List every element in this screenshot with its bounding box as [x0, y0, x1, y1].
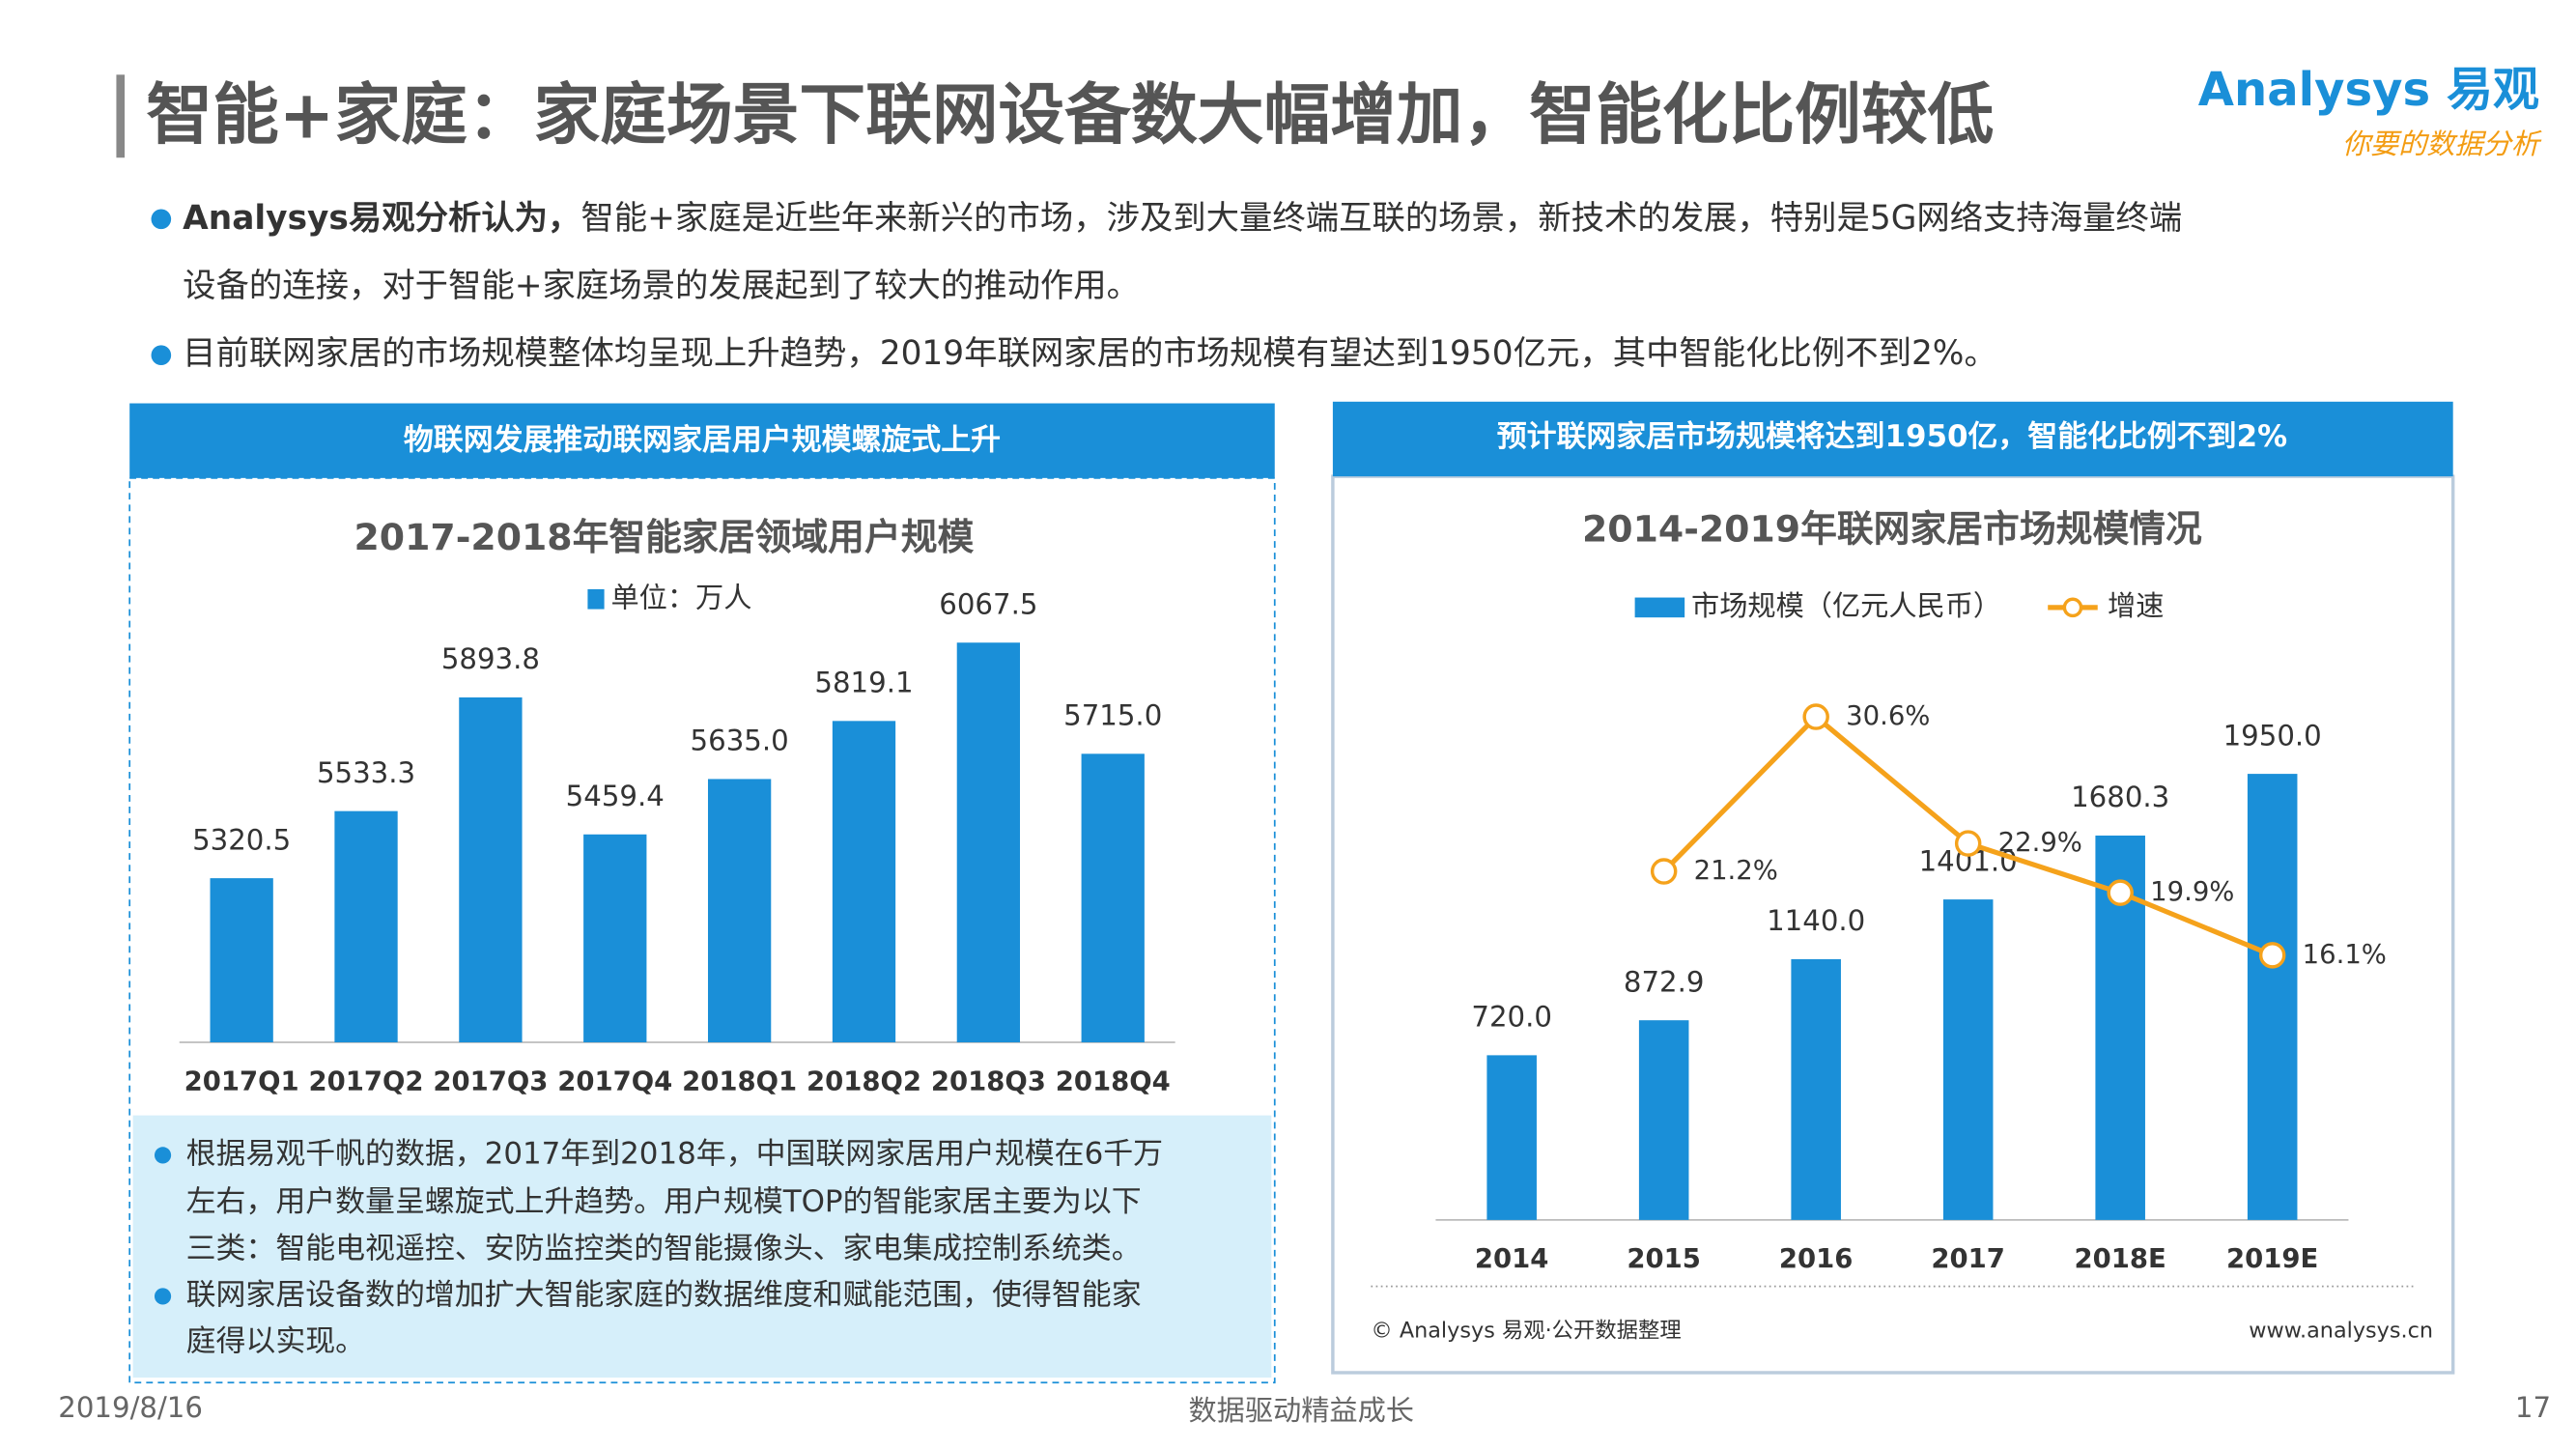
growth-point [1802, 703, 1829, 730]
slogan: 你要的数据分析 [2342, 128, 2542, 160]
note: 左右，用户数量呈螺旋式上升趋势。用户规模TOP的智能家居主要为以下 [186, 1184, 1142, 1219]
bullet-text: 目前联网家居的市场规模整体均呈现上升趋势，2019年联网家居的市场规模有望达到1… [183, 334, 1997, 373]
note: 三类：智能电视遥控、安防监控类的智能摄像头、家电集成控制系统类。 [186, 1231, 1142, 1265]
bullet-dot [154, 1288, 172, 1305]
legend-swatch [587, 588, 605, 610]
bullet-dot [154, 1147, 172, 1164]
legend-label: 单位：万人 [610, 581, 751, 613]
bullet-text: 智能+家庭是近些年来新兴的市场，涉及到大量终端互联的场景，新技术的发展，特别是5… [580, 198, 2182, 237]
footer-date: 2019/8/16 [58, 1391, 203, 1424]
bullet-bold: Analysys易观分析认为， [183, 198, 580, 237]
footer-page: 17 [2515, 1391, 2551, 1424]
x-tick-label: 2018E [2075, 1243, 2166, 1274]
panel-title: 物联网发展推动联网家居用户规模螺旋式上升 [404, 423, 1001, 458]
x-tick-label: 2018Q4 [1056, 1065, 1171, 1096]
value-label: 5819.1 [814, 667, 913, 699]
value-label: 1140.0 [1767, 904, 1865, 937]
bullet-text: 设备的连接，对于智能+家庭场景的发展起到了较大的推动作用。 [183, 267, 1140, 305]
chart-title: 2014-2019年联网家居市场规模情况 [1582, 507, 2202, 550]
value-label: 720.0 [1471, 1001, 1552, 1034]
value-label: 5533.3 [317, 756, 415, 789]
bar [210, 878, 273, 1043]
bar [1081, 753, 1145, 1043]
note: 联网家居设备数的增加扩大智能家庭的数据维度和赋能范围，使得智能家 [186, 1277, 1142, 1312]
value-label: 5893.8 [441, 642, 540, 675]
x-tick-label: 2017Q4 [557, 1065, 672, 1096]
bar [1638, 1020, 1689, 1220]
growth-point [2258, 942, 2286, 969]
bullet: Analysys易观分析认为，智能+家庭是近些年来新兴的市场，涉及到大量终端互联… [183, 198, 2182, 237]
value-label: 21.2% [1694, 855, 1778, 886]
legend-label: 市场规模（亿元人民币） [1691, 589, 2001, 622]
value-label: 872.9 [1624, 965, 1705, 998]
x-tick-label: 2017Q2 [309, 1065, 424, 1096]
growth-point [2107, 879, 2134, 906]
bar [707, 779, 772, 1043]
growth-point [1954, 830, 1982, 857]
bullet-dot [151, 209, 172, 230]
x-tick-label: 2019E [2226, 1243, 2318, 1274]
value-label: 5715.0 [1063, 699, 1162, 732]
x-tick-label: 2018Q2 [807, 1065, 921, 1096]
value-label: 19.9% [2150, 876, 2234, 907]
x-tick-label: 2017 [1931, 1243, 2004, 1274]
x-tick-label: 2018Q3 [931, 1065, 1046, 1096]
legend-swatch [1634, 597, 1685, 618]
legend-marker [2062, 597, 2083, 618]
bar [1942, 899, 1994, 1220]
bullet-dot [151, 345, 172, 366]
bar [1486, 1055, 1537, 1220]
value-label: 30.6% [1846, 700, 1930, 731]
note: 根据易观千帆的数据，2017年到2018年，中国联网家居用户规模在6千万 [186, 1136, 1163, 1171]
panel-title: 预计联网家居市场规模将达到1950亿，智能化比例不到2% [1497, 419, 2287, 454]
title: 智能+家庭：家庭场景下联网设备数大幅增加，智能化比例较低 [146, 77, 1994, 155]
panel-header [1332, 401, 2453, 477]
legend-label: 增速 [2108, 589, 2164, 622]
x-tick-label: 2014 [1475, 1243, 1549, 1274]
bar [459, 696, 523, 1043]
x-tick-label: 2018Q1 [682, 1065, 797, 1096]
footer-motto: 数据驱动精益成长 [1188, 1394, 1414, 1427]
value-label: 5635.0 [691, 724, 789, 757]
notes-box [132, 1115, 1272, 1378]
bar [832, 721, 896, 1043]
growth-point [1650, 858, 1678, 885]
note: 庭得以实现。 [186, 1324, 365, 1359]
bar [956, 642, 1021, 1043]
value-label: 16.1% [2303, 939, 2387, 970]
value-label: 6067.5 [939, 587, 1037, 620]
value-label: 22.9% [1998, 827, 2082, 858]
value-label: 5459.4 [566, 780, 665, 812]
x-tick-label: 2015 [1627, 1243, 1701, 1274]
bar [1791, 958, 1841, 1220]
x-tick-label: 2017Q3 [433, 1065, 548, 1096]
value-label: 1680.3 [2071, 781, 2169, 813]
chart-title: 2017-2018年智能家居领域用户规模 [354, 516, 975, 558]
title-bar [116, 74, 126, 158]
logo: Analysys 易观 [2198, 63, 2539, 117]
x-tick-label: 2016 [1779, 1243, 1853, 1274]
source: © Analysys 易观·公开数据整理 [1371, 1319, 1681, 1344]
panel-header [129, 403, 1275, 478]
bar [2247, 774, 2298, 1220]
x-tick-label: 2017Q1 [184, 1065, 299, 1096]
value-label: 1950.0 [2223, 719, 2322, 752]
bar [334, 810, 398, 1043]
bar [583, 834, 647, 1043]
site: www.analysys.cn [2249, 1319, 2433, 1344]
value-label: 5320.5 [192, 823, 291, 856]
